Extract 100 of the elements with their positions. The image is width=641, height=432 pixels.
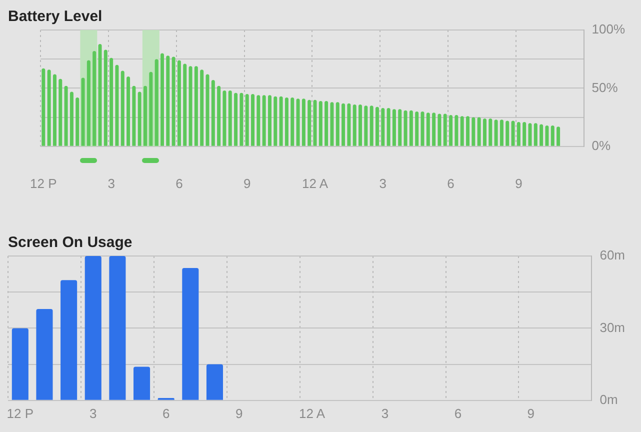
- bar: [506, 120, 510, 146]
- bar: [104, 50, 108, 146]
- x-tick-label: 9: [243, 176, 251, 191]
- bar: [274, 96, 278, 146]
- bar: [98, 44, 102, 146]
- bar: [488, 118, 492, 146]
- y-tick-label: 30m: [600, 320, 626, 335]
- bar: [81, 78, 85, 146]
- bar: [477, 117, 481, 146]
- bar: [211, 80, 215, 146]
- bar: [240, 92, 244, 146]
- bar: [200, 70, 204, 146]
- bar: [398, 109, 402, 146]
- bar: [516, 122, 520, 146]
- bar: [534, 123, 538, 146]
- bar: [126, 76, 130, 146]
- x-tick-label: 6: [447, 176, 454, 191]
- bar: [138, 92, 142, 146]
- bar: [550, 125, 554, 146]
- bar: [494, 120, 498, 146]
- bar: [256, 95, 260, 146]
- bar: [84, 256, 102, 400]
- bar: [392, 109, 396, 146]
- bar: [52, 74, 56, 146]
- bar: [251, 94, 255, 146]
- x-tick-label: 9: [527, 406, 535, 421]
- bar: [234, 92, 238, 146]
- y-tick-label: 0m: [600, 392, 618, 407]
- bar: [144, 86, 148, 146]
- bar: [12, 328, 28, 400]
- y-tick-label: 100%: [592, 22, 626, 37]
- bar: [110, 58, 114, 146]
- bar: [115, 64, 119, 146]
- chart-title: Battery Level: [8, 8, 102, 26]
- bar: [262, 95, 266, 146]
- bar: [472, 117, 476, 146]
- bar: [64, 86, 68, 146]
- x-tick-label: 6: [162, 406, 170, 421]
- x-tick-label: 3: [108, 176, 115, 191]
- x-tick-label: 12 A: [302, 176, 328, 191]
- bar: [443, 114, 447, 146]
- bar: [166, 56, 170, 146]
- bar: [352, 104, 356, 146]
- bar: [76, 98, 80, 146]
- bar: [308, 100, 312, 146]
- bar: [460, 116, 464, 146]
- bar: [132, 86, 136, 146]
- bar: [545, 125, 549, 146]
- bar: [324, 101, 328, 146]
- bar: [415, 111, 419, 146]
- x-tick-label: 3: [381, 406, 389, 421]
- bar: [36, 308, 53, 400]
- bar: [154, 59, 158, 146]
- x-tick-label: 9: [515, 176, 522, 191]
- bar: [432, 112, 436, 146]
- x-tick-label: 12 A: [299, 406, 326, 421]
- bar: [528, 123, 532, 146]
- bar: [364, 106, 368, 146]
- bar: [194, 66, 198, 146]
- bar: [347, 103, 351, 146]
- bar: [330, 102, 334, 146]
- bar: [302, 98, 306, 146]
- bar: [500, 120, 504, 146]
- x-tick-label: 3: [379, 176, 387, 191]
- bar: [245, 94, 249, 146]
- bar: [60, 280, 78, 400]
- bar: [177, 60, 181, 146]
- y-tick-label: 50%: [592, 80, 618, 95]
- x-tick-label: 9: [235, 406, 243, 421]
- bar: [404, 110, 408, 146]
- bar: [375, 106, 379, 146]
- bar: [222, 90, 226, 146]
- bar: [149, 72, 153, 146]
- bar: [313, 100, 317, 146]
- bar: [279, 96, 283, 146]
- x-tick-label: 12 P: [6, 406, 34, 421]
- bar: [172, 56, 176, 146]
- bar: [454, 114, 458, 146]
- bar: [86, 60, 90, 146]
- bar: [386, 108, 390, 146]
- chart-title: Screen On Usage: [8, 234, 132, 252]
- bar: [120, 70, 124, 146]
- bar: [358, 104, 362, 146]
- bar: [540, 124, 544, 146]
- bar: [182, 268, 199, 400]
- bar: [522, 122, 526, 146]
- x-tick-label: 3: [90, 406, 97, 421]
- bar: [160, 53, 164, 146]
- bar: [228, 90, 232, 146]
- bar: [284, 98, 288, 146]
- bar: [482, 118, 486, 146]
- x-tick-label: 6: [176, 176, 183, 191]
- bar: [466, 116, 470, 146]
- bar: [206, 364, 223, 400]
- bar: [134, 366, 150, 400]
- bar: [290, 98, 294, 146]
- x-tick-label: 6: [454, 406, 462, 421]
- bar: [183, 64, 187, 146]
- bar: [449, 114, 453, 146]
- y-tick-label: 60m: [600, 248, 626, 263]
